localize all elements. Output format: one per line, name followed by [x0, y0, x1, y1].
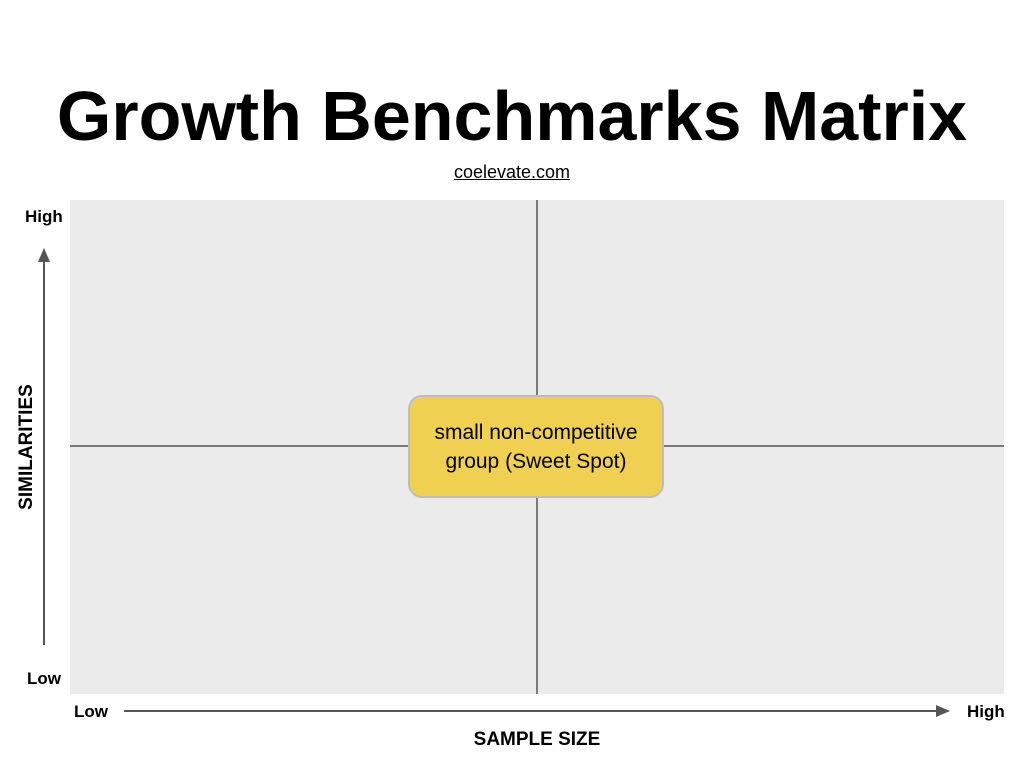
- x-axis-title: SAMPLE SIZE: [473, 729, 601, 750]
- x-axis-low-label: Low: [74, 702, 108, 721]
- y-axis-low-label: Low: [27, 669, 61, 688]
- y-axis-high-label: High: [25, 207, 63, 226]
- sweet-spot-box: small non-competitive group (Sweet Spot): [408, 395, 664, 498]
- sweet-spot-text: small non-competitive group (Sweet Spot): [434, 418, 637, 476]
- source-link[interactable]: coelevate.com: [453, 162, 571, 182]
- x-axis-high-label: High: [967, 702, 1005, 721]
- sweet-spot-line-2: group (Sweet Spot): [445, 449, 627, 473]
- x-axis-arrow-head: [936, 705, 950, 717]
- sweet-spot-line-1: small non-competitive: [434, 420, 638, 444]
- y-axis-title: SIMILARITIES: [16, 384, 37, 510]
- y-axis-arrow-head: [38, 248, 50, 262]
- slide-title: Growth Benchmarks Matrix: [56, 77, 968, 155]
